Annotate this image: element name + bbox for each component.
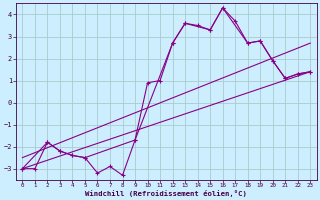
X-axis label: Windchill (Refroidissement éolien,°C): Windchill (Refroidissement éolien,°C) <box>85 190 247 197</box>
